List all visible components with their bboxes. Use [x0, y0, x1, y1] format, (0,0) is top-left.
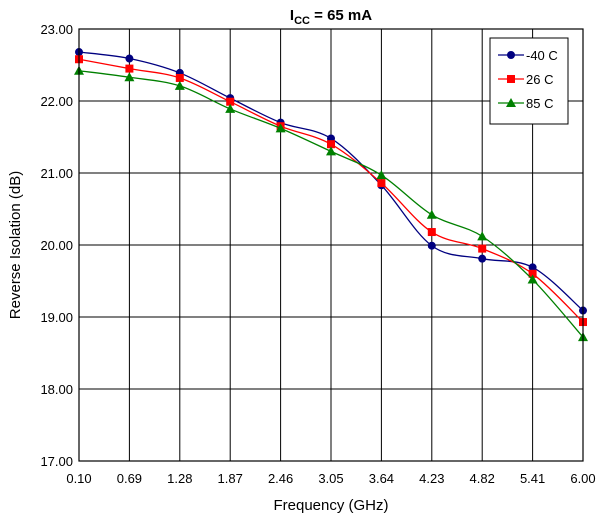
y-axis-label: Reverse Isolation (dB): [7, 171, 24, 319]
data-point: [226, 97, 235, 106]
legend-label: 85 C: [526, 96, 553, 111]
data-point: [326, 146, 336, 156]
chart-title: ICC = 65 mA: [290, 7, 372, 27]
x-tick-label: 1.28: [167, 471, 192, 486]
y-tick-label: 21.00: [40, 166, 73, 181]
plot-area: [78, 28, 584, 462]
data-point: [377, 179, 386, 188]
data-point: [225, 103, 236, 113]
data-point: [478, 244, 487, 253]
legend-box: [489, 37, 569, 125]
x-tick-label: 3.64: [369, 471, 394, 486]
x-tick-label: 2.46: [268, 471, 293, 486]
x-tick-label: 0.10: [66, 471, 91, 486]
data-point: [528, 269, 537, 278]
data-point: [124, 72, 135, 82]
data-point: [478, 254, 487, 263]
series-85c: [74, 65, 588, 342]
legend-marker: [507, 75, 515, 83]
data-point: [527, 274, 538, 284]
legend: -40 C 26 C 85 C: [489, 37, 569, 125]
legend-label: 26 C: [526, 72, 553, 87]
data-point: [427, 228, 436, 237]
data-point: [125, 64, 134, 73]
x-tick-label: 3.05: [318, 471, 343, 486]
x-tick-label: 6.00: [570, 471, 595, 486]
data-point: [327, 140, 335, 149]
tick-labels: 0.10 0.69 1.28 1.87 2.46 3.05 3.64 4.23 4.82 5.41…: [40, 22, 595, 486]
y-tick-label: 23.00: [40, 22, 73, 37]
data-point: [427, 241, 436, 250]
x-axis-label: Frequency (GHz): [273, 497, 388, 514]
x-tick-label: 0.69: [117, 471, 142, 486]
data-point: [125, 54, 134, 63]
y-tick-label: 20.00: [40, 238, 73, 253]
data-point: [477, 231, 488, 241]
x-tick-label: 1.87: [218, 471, 243, 486]
x-tick-label: 4.82: [470, 471, 495, 486]
legend-item: 85 C: [498, 96, 553, 111]
data-point: [376, 170, 387, 180]
legend-label: -40 C: [526, 48, 558, 63]
y-tick-label: 19.00: [40, 310, 73, 325]
data-point: [174, 80, 185, 90]
data-point: [426, 209, 437, 219]
y-tick-label: 22.00: [40, 94, 73, 109]
x-tick-label: 5.41: [520, 471, 545, 486]
legend-marker: [507, 51, 515, 59]
legend-marker: [506, 98, 516, 107]
y-tick-label: 18.00: [40, 382, 73, 397]
data-point: [528, 263, 537, 272]
data-point: [275, 123, 286, 133]
y-tick-label: 17.00: [40, 454, 73, 469]
data-point: [175, 73, 184, 82]
series-layer: [74, 48, 588, 342]
series-26c: [75, 55, 587, 327]
x-tick-label: 4.23: [419, 471, 444, 486]
legend-item: 26 C: [498, 72, 553, 87]
legend-item: -40 C: [498, 48, 558, 63]
